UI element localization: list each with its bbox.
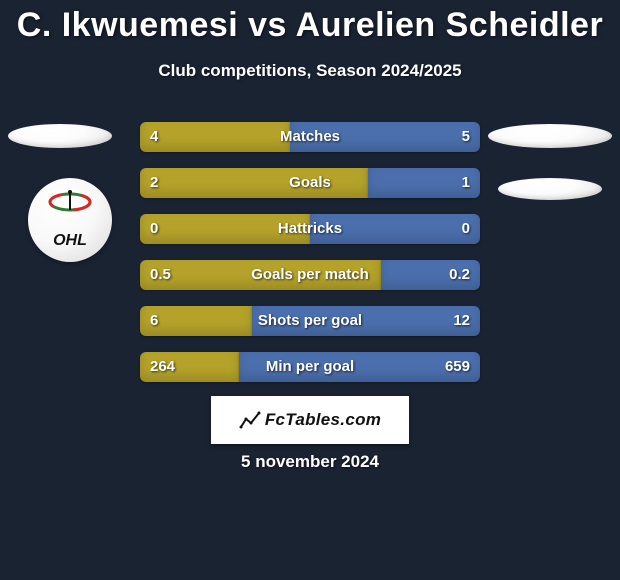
stat-bar-right bbox=[252, 306, 480, 336]
brand-badge: FcTables.com bbox=[211, 396, 409, 444]
stat-value-right: 659 bbox=[445, 352, 470, 382]
stat-value-right: 1 bbox=[462, 168, 470, 198]
stat-bar-left bbox=[140, 260, 381, 290]
brand-text: FcTables.com bbox=[265, 410, 381, 430]
stat-value-left: 264 bbox=[150, 352, 175, 382]
stat-value-right: 0.2 bbox=[449, 260, 470, 290]
decorative-ellipse bbox=[8, 124, 112, 148]
stat-value-left: 2 bbox=[150, 168, 158, 198]
stat-value-left: 4 bbox=[150, 122, 158, 152]
stat-value-right: 5 bbox=[462, 122, 470, 152]
date-text: 5 november 2024 bbox=[0, 452, 620, 472]
stat-row: 264659Min per goal bbox=[140, 352, 480, 382]
stat-value-left: 0 bbox=[150, 214, 158, 244]
stat-value-left: 0.5 bbox=[150, 260, 171, 290]
stat-row: 00Hattricks bbox=[140, 214, 480, 244]
stat-bar-right bbox=[310, 214, 480, 244]
stat-row: 45Matches bbox=[140, 122, 480, 152]
decorative-ellipse bbox=[498, 178, 602, 200]
club-logo-label: OHL bbox=[53, 232, 87, 250]
club-logo-left: OHL bbox=[28, 178, 112, 262]
stat-value-right: 0 bbox=[462, 214, 470, 244]
stat-bar-right bbox=[239, 352, 480, 382]
chart-icon bbox=[239, 409, 261, 431]
stat-value-right: 12 bbox=[453, 306, 470, 336]
decorative-ellipse bbox=[488, 124, 612, 148]
page-title: C. Ikwuemesi vs Aurelien Scheidler bbox=[0, 0, 620, 45]
stat-bar-right bbox=[290, 122, 480, 152]
stat-bar-left bbox=[140, 122, 290, 152]
stat-bar-left bbox=[140, 168, 368, 198]
ohl-logo-icon bbox=[43, 190, 97, 230]
stats-bars: 45Matches21Goals00Hattricks0.50.2Goals p… bbox=[140, 122, 480, 398]
stat-row: 0.50.2Goals per match bbox=[140, 260, 480, 290]
stat-row: 612Shots per goal bbox=[140, 306, 480, 336]
stat-bar-left bbox=[140, 214, 310, 244]
stat-row: 21Goals bbox=[140, 168, 480, 198]
stat-value-left: 6 bbox=[150, 306, 158, 336]
page-subtitle: Club competitions, Season 2024/2025 bbox=[0, 61, 620, 81]
comparison-infographic: C. Ikwuemesi vs Aurelien Scheidler Club … bbox=[0, 0, 620, 580]
